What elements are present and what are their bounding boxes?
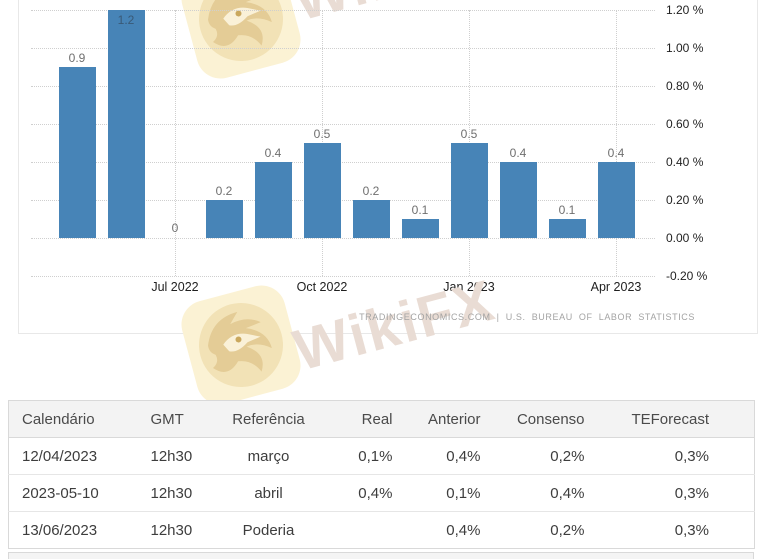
cell-r3-teforecast: 0,3% <box>598 511 755 549</box>
x-axis-label: Apr 2023 <box>590 280 642 294</box>
bar-value-label: 0.5 <box>313 127 331 141</box>
y-gridline <box>31 276 655 277</box>
bar-month-10 <box>500 162 537 238</box>
cell-r2-gmt: 12h30 <box>138 474 223 512</box>
y-gridline <box>31 86 655 87</box>
bar-month-8 <box>402 219 439 238</box>
bar-value-label: 0.1 <box>558 203 576 217</box>
x-axis-label: Jan 2023 <box>443 280 495 294</box>
bar-month-5 <box>255 162 292 238</box>
bar-value-label: 0 <box>171 221 179 235</box>
table-row: 13/06/2023 12h30 Poderia 0,4% 0,2% 0,3% <box>8 511 755 549</box>
y-axis-label: 0.80 % <box>666 79 704 93</box>
cell-r3-calendario: 13/06/2023 <box>8 511 139 549</box>
column-header-calend-rio: Calendário <box>8 400 139 438</box>
table-row: 12/04/2023 12h30 março 0,1% 0,4% 0,2% 0,3% <box>9 438 755 475</box>
bar-value-label: 0.2 <box>362 184 380 198</box>
cell-r3-anterior: 0,4% <box>406 511 495 549</box>
bar-month-2 <box>108 10 145 238</box>
y-axis-label: 1.20 % <box>666 3 704 17</box>
bar-value-label: 0.1 <box>411 203 429 217</box>
bar-value-label: 0.9 <box>68 51 86 65</box>
cell-r2-real: 0,4% <box>314 474 407 512</box>
bar-month-9 <box>451 143 488 238</box>
bar-month-6 <box>304 143 341 238</box>
bar-value-label: 0.4 <box>264 146 282 160</box>
cell-r1-referencia: março <box>247 447 290 465</box>
cell-r2-anterior: 0,1% <box>406 474 495 512</box>
x-gridline <box>616 10 617 276</box>
cell-r1-consenso: 0,2% <box>550 447 585 465</box>
bar-month-7 <box>353 200 390 238</box>
x-axis-label: Oct 2022 <box>296 280 348 294</box>
bar-month-11 <box>549 219 586 238</box>
y-gridline <box>31 200 655 201</box>
cell-r1-teforecast: 0,3% <box>674 447 709 465</box>
table-row: 2023-05-10 12h30 abril 0,4% 0,1% 0,4% 0,3% <box>8 474 755 512</box>
column-header-anterior: Anterior <box>406 400 495 438</box>
bar-month-4 <box>206 200 243 238</box>
cell-r3-real <box>314 511 407 549</box>
column-header-real: Real <box>314 400 407 438</box>
y-gridline <box>31 124 655 125</box>
y-gridline <box>31 162 655 163</box>
cell-r3-referencia: Poderia <box>222 511 315 549</box>
y-axis-label: -0.20 % <box>666 269 708 283</box>
x-axis-label: Jul 2022 <box>151 280 199 294</box>
y-axis-label: 0.20 % <box>666 193 704 207</box>
bar-value-label: 0.2 <box>215 184 233 198</box>
cell-r2-teforecast: 0,3% <box>598 474 755 512</box>
bar-value-label: 0.4 <box>607 146 625 160</box>
bar-month-1 <box>59 67 96 238</box>
column-header-teforecast: TEForecast <box>598 400 755 438</box>
x-gridline <box>175 10 176 276</box>
cell-r1-real: 0,1% <box>358 447 393 465</box>
y-gridline <box>31 10 655 11</box>
column-header-consenso: Consenso <box>494 400 599 438</box>
bar-value-label: 1.2 <box>117 13 135 27</box>
cell-r1-calendario: 12/04/2023 <box>22 447 98 465</box>
y-axis-label: 0.00 % <box>666 231 704 245</box>
bar-value-label: 0.5 <box>460 127 478 141</box>
chart-frame <box>18 0 758 334</box>
next-table-header-strip <box>8 552 754 559</box>
cell-r2-referencia: abril <box>222 474 315 512</box>
cell-r3-gmt: 12h30 <box>138 511 223 549</box>
cell-r1-anterior: 0,4% <box>446 447 481 465</box>
y-axis-label: 1.00 % <box>666 41 704 55</box>
cell-r3-consenso: 0,2% <box>494 511 599 549</box>
cell-r2-consenso: 0,4% <box>494 474 599 512</box>
y-axis-label: 0.40 % <box>666 155 704 169</box>
bar-month-12 <box>598 162 635 238</box>
chart-attribution: TRADINGECONOMICS.COM | U.S. BUREAU OF LA… <box>359 312 695 322</box>
calendar-header-row: Calendário GMT Referência Real Anterior Conse… <box>8 400 755 438</box>
y-axis-label: 0.60 % <box>666 117 704 131</box>
calendar-table: Calendário GMT Referência Real Anterior Conse… <box>8 400 755 549</box>
bar-value-label: 0.4 <box>509 146 527 160</box>
column-header-refer-ncia: Referência <box>222 400 315 438</box>
y-gridline <box>31 238 655 239</box>
y-gridline <box>31 48 655 49</box>
cell-r2-calendario: 2023-05-10 <box>8 474 139 512</box>
cell-r1-gmt: 12h30 <box>150 447 193 465</box>
column-header-gmt: GMT <box>138 400 223 438</box>
